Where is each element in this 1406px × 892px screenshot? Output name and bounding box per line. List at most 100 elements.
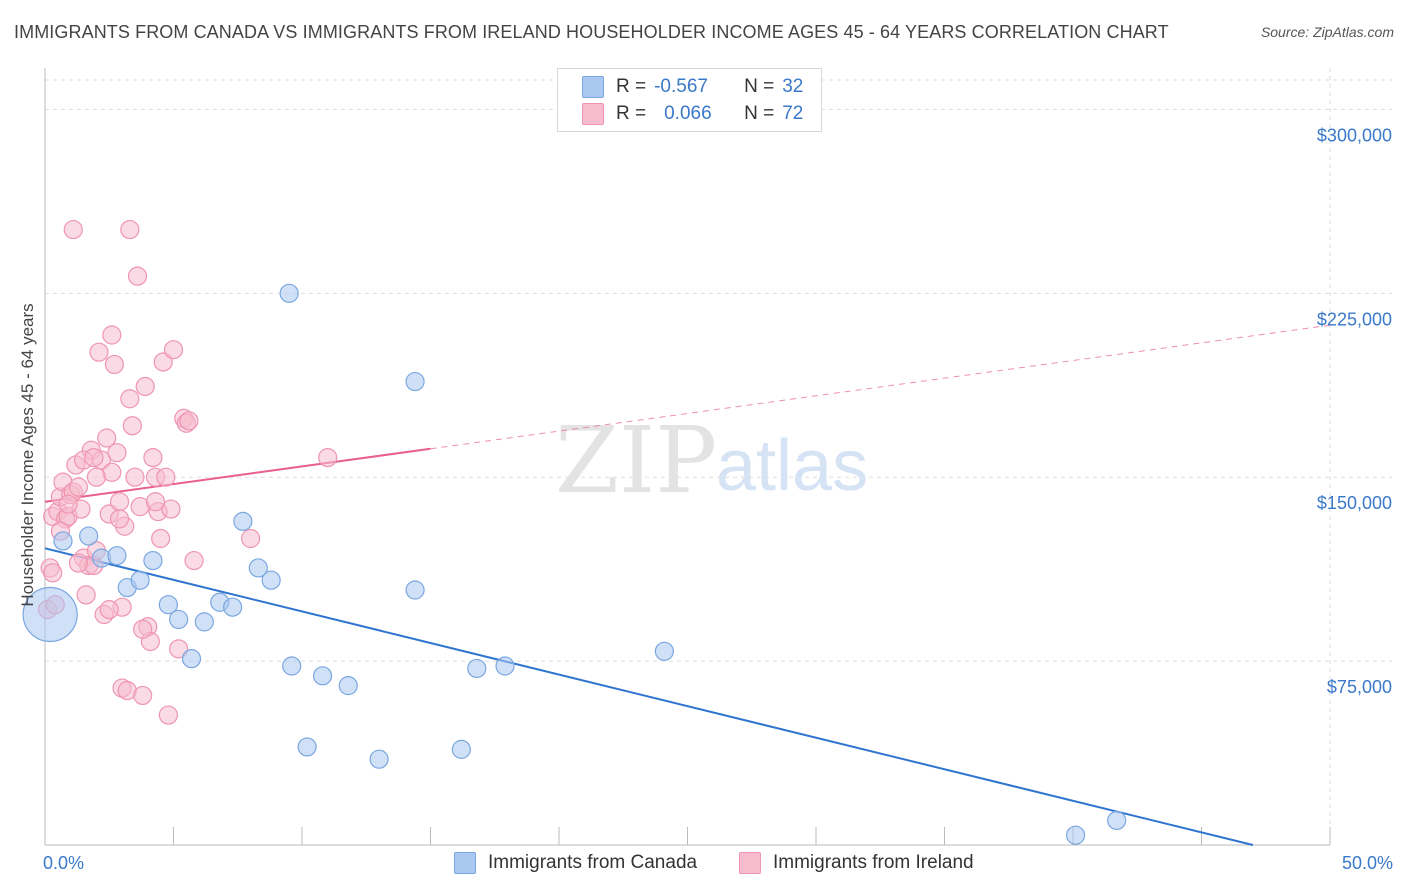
canada-point [130, 570, 150, 590]
canada-trend-line [44, 547, 1254, 846]
ireland-point [68, 553, 89, 573]
ireland-point [89, 342, 109, 362]
canada-point [467, 658, 487, 679]
legend-row-canada: R = -0.567 N = 32 [582, 75, 803, 99]
ireland-point [104, 354, 124, 375]
canada-point [158, 595, 178, 615]
ireland-point [109, 509, 130, 529]
canada-point [495, 656, 515, 676]
canada-point [143, 550, 163, 571]
canada-point [22, 586, 78, 643]
canada-point [282, 656, 302, 676]
ireland-point [76, 585, 96, 605]
canada-point [1107, 810, 1127, 831]
ireland-point [109, 492, 130, 512]
canada-point [451, 739, 471, 759]
canada-n-label: N = [744, 76, 775, 97]
ireland-point [102, 325, 122, 345]
canada-point [654, 641, 674, 661]
ireland-trend-line-dashed [430, 324, 1331, 450]
ireland-point [107, 443, 127, 463]
ireland-point [127, 266, 148, 286]
ireland-n-label: N = [744, 103, 775, 124]
canada-n-value: 32 [782, 76, 804, 97]
ireland-point [58, 494, 78, 514]
canada-point [1065, 825, 1086, 845]
chart-title: IMMIGRANTS FROM CANADA VS IMMIGRANTS FRO… [14, 22, 1169, 42]
bottom-canada-swatch [454, 852, 476, 874]
canada-point [248, 558, 268, 578]
bottom-legend-ireland: Immigrants from Ireland [739, 852, 974, 874]
ireland-point [163, 340, 184, 360]
watermark-zip: ZIP [555, 407, 717, 514]
ireland-point [184, 550, 204, 571]
correlation-legend: R = -0.567 N = 32 R = 0.066 N = 72 [557, 68, 822, 132]
ireland-n-value: 72 [782, 103, 804, 124]
ireland-point [156, 467, 176, 487]
data-points [22, 219, 1127, 845]
ireland-point [63, 219, 83, 240]
ireland-point [97, 428, 117, 448]
ireland-point [158, 705, 178, 725]
y-tick-label: $225,000 [1317, 309, 1392, 329]
ireland-point [179, 411, 199, 431]
x-tick-label-max: 50.0% [1342, 853, 1393, 873]
y-tick-label: $150,000 [1317, 493, 1392, 513]
legend-row-ireland: R = 0.066 N = 72 [582, 102, 803, 126]
x-tick-label-min: 0.0% [43, 853, 84, 873]
ireland-trend-line-solid [44, 447, 431, 503]
ireland-point [99, 600, 119, 620]
ireland-point [122, 416, 142, 436]
y-tick-label: $300,000 [1317, 125, 1392, 145]
ireland-point [68, 477, 89, 497]
source-label: Source: ZipAtlas.com [1260, 24, 1394, 40]
ireland-point [133, 685, 153, 706]
canada-r-value: -0.567 [654, 76, 708, 97]
ireland-point [120, 389, 140, 409]
ireland-r-value: 0.066 [664, 103, 712, 124]
canada-point [338, 676, 358, 696]
ireland-point [125, 467, 145, 487]
canada-point [79, 526, 99, 546]
trend-lines [44, 324, 1331, 846]
canada-point [405, 580, 425, 600]
ireland-point [145, 492, 166, 512]
ireland-point [120, 219, 140, 240]
y-axis-label: Householder Income Ages 45 - 64 years [18, 303, 37, 606]
canada-point [223, 597, 243, 617]
ireland-point [133, 619, 153, 639]
ireland-point [241, 528, 261, 549]
canada-point [107, 546, 127, 566]
bottom-ireland-swatch [739, 852, 761, 874]
watermark: ZIP atlas [555, 407, 868, 514]
canada-swatch [582, 76, 604, 98]
axes [44, 68, 1331, 846]
ireland-point [84, 447, 104, 468]
ireland-point [135, 376, 155, 397]
canada-point [312, 666, 333, 686]
canada-point [261, 570, 281, 590]
canada-point [297, 737, 317, 757]
canada-point [405, 371, 425, 392]
ireland-point [153, 352, 173, 372]
ireland-point [318, 447, 338, 468]
ireland-point [86, 467, 107, 487]
y-tick-label: $75,000 [1327, 677, 1392, 697]
ireland-point [161, 499, 181, 519]
bottom-legend-canada: Immigrants from Canada [454, 852, 697, 874]
tick-labels: $75,000 $150,000 $225,000 $300,000 0.0% 50.0% [43, 125, 1393, 873]
ireland-r-label: R = [616, 103, 647, 124]
bottom-canada-label: Immigrants from Canada [488, 852, 698, 873]
canada-point [369, 749, 389, 769]
canada-point [233, 511, 253, 531]
canada-point [194, 612, 214, 632]
canada-point [169, 609, 189, 630]
canada-r-label: R = [616, 76, 647, 97]
watermark-atlas: atlas [716, 426, 868, 506]
ireland-swatch [582, 103, 604, 125]
ireland-point [151, 528, 171, 549]
canada-point [181, 649, 202, 669]
ireland-point [43, 563, 63, 583]
canada-point [279, 283, 299, 303]
